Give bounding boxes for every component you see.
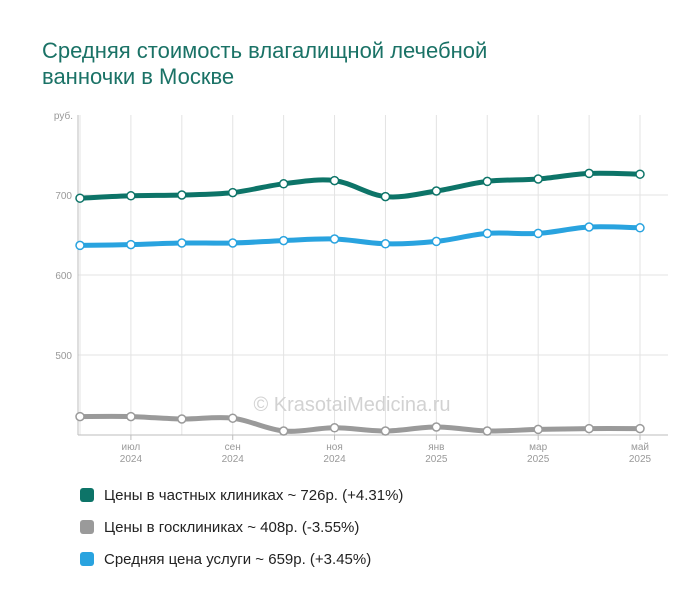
data-point-private (126, 191, 136, 201)
data-point-private (584, 168, 594, 179)
x-tick-label-year: 2024 (120, 454, 143, 465)
series-line-public (77, 413, 643, 434)
series-line-average (77, 224, 643, 248)
data-point-private (75, 193, 85, 203)
legend-swatch-public (80, 520, 94, 534)
legend-label-public: Цены в госклиниках ~ 408р. (-3.55%) (104, 518, 360, 536)
data-point-average (278, 235, 289, 246)
chart-title-line-2: ванночки в Москве (42, 64, 235, 89)
x-tick-label-month: июл (122, 442, 141, 453)
data-point-public (75, 411, 85, 422)
data-point-public (227, 413, 238, 423)
data-point-public (584, 423, 594, 434)
data-point-public (635, 423, 645, 434)
data-point-public (380, 426, 391, 436)
data-point-public (431, 422, 442, 432)
y-tick-label: 500 (55, 351, 72, 362)
data-point-average (431, 236, 442, 247)
data-point-public (177, 414, 187, 424)
data-point-private (177, 190, 187, 200)
legend-label-private: Цены в частных клиниках ~ 726р. (+4.31%) (104, 486, 404, 504)
data-point-private (482, 176, 493, 187)
watermark: © KrasotaiMedicina.ru (253, 394, 450, 416)
line-chart: руб.500600700июл2024сен2024ноя2024янв202… (54, 110, 668, 465)
data-point-private (278, 179, 289, 189)
series-line-private (77, 170, 643, 201)
data-point-public (482, 426, 493, 436)
data-point-public (533, 424, 543, 435)
data-point-public (329, 423, 340, 433)
legend-swatch-average (80, 552, 94, 566)
data-point-private (533, 174, 543, 184)
y-tick-label: 600 (55, 271, 72, 282)
x-tick-label-month: май (631, 442, 649, 453)
data-point-average (380, 239, 391, 249)
legend-item-private: Цены в частных клиниках ~ 726р. (+4.31%) (80, 484, 403, 506)
data-point-public (278, 426, 289, 436)
data-point-average (635, 223, 645, 233)
data-point-average (177, 238, 187, 248)
data-point-private (431, 186, 442, 196)
data-point-average (75, 240, 85, 251)
x-tick-label-year: 2025 (527, 454, 550, 465)
x-tick-label-year: 2025 (425, 454, 448, 465)
data-point-public (126, 411, 136, 422)
y-tick-label: 700 (55, 191, 72, 202)
data-point-average (227, 238, 238, 248)
data-point-private (380, 191, 391, 202)
x-tick-label-month: сен (225, 442, 241, 453)
data-point-private (635, 169, 645, 179)
chart-title: Средняя стоимость влагалищной лечебной в… (42, 38, 662, 90)
x-tick-label-month: мар (529, 442, 547, 453)
data-point-private (329, 175, 340, 186)
data-point-average (329, 234, 340, 244)
x-tick-label-year: 2025 (629, 454, 652, 465)
chart-legend: Цены в частных клиниках ~ 726р. (+4.31%)… (80, 484, 403, 580)
legend-swatch-private (80, 488, 94, 502)
x-tick-label-year: 2024 (222, 454, 245, 465)
data-point-average (533, 228, 543, 239)
data-point-average (584, 222, 594, 232)
x-tick-label-month: ноя (326, 442, 343, 453)
y-axis-unit: руб. (54, 110, 73, 122)
x-tick-label-month: янв (428, 442, 444, 453)
data-point-private (227, 187, 238, 198)
data-point-average (482, 228, 493, 239)
legend-item-public: Цены в госклиниках ~ 408р. (-3.55%) (80, 516, 403, 538)
chart-title-line-1: Средняя стоимость влагалищной лечебной (42, 38, 488, 63)
legend-item-average: Средняя цена услуги ~ 659р. (+3.45%) (80, 548, 403, 570)
legend-label-average: Средняя цена услуги ~ 659р. (+3.45%) (104, 550, 372, 568)
x-tick-label-year: 2024 (323, 454, 346, 465)
data-point-average (126, 239, 136, 250)
